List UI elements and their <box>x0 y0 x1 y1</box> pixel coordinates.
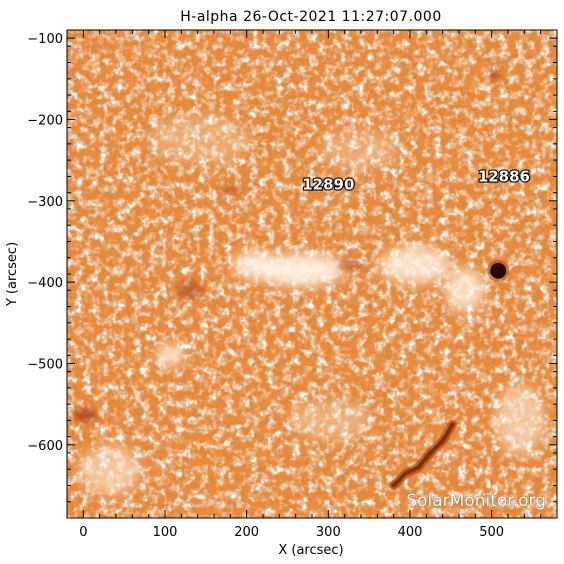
region-labels: 12890 12886 <box>301 166 531 194</box>
x-tick-label: 100 <box>153 525 178 540</box>
y-tick-label: −400 <box>27 276 63 291</box>
figure-title: H-alpha 26-Oct-2021 11:27:07.000 <box>180 9 441 25</box>
y-axis-ticks: −100 −200 −300 −400 −500 −600 <box>27 29 557 519</box>
active-region-label: 12890 <box>302 176 354 194</box>
y-tick-label: −100 <box>27 32 63 47</box>
solar-image: 12890 12886 <box>67 30 557 518</box>
filament <box>389 419 457 490</box>
dark-patches <box>73 70 501 422</box>
y-tick-label: −600 <box>27 439 63 454</box>
active-region-label: 12886 <box>478 167 530 185</box>
sunspots <box>487 259 510 282</box>
x-tick-label: 500 <box>479 525 504 540</box>
x-axis-ticks: 0 100 200 300 400 500 <box>66 30 558 540</box>
y-tick-label: −500 <box>27 357 63 372</box>
filament-core <box>391 422 455 488</box>
x-axis-label: X (arcsec) <box>278 543 343 558</box>
x-tick-label: 200 <box>234 525 259 540</box>
y-axis-label: Y (arcsec) <box>5 242 20 307</box>
sunspot-umbra <box>490 262 507 279</box>
x-tick-label: 0 <box>79 525 87 540</box>
watermark: SolarMonitor.org <box>406 491 546 511</box>
x-tick-label: 300 <box>316 525 341 540</box>
plage-regions <box>80 115 545 495</box>
y-tick-label: −200 <box>27 113 63 128</box>
y-tick-label: −300 <box>27 195 63 210</box>
x-tick-label: 400 <box>398 525 423 540</box>
